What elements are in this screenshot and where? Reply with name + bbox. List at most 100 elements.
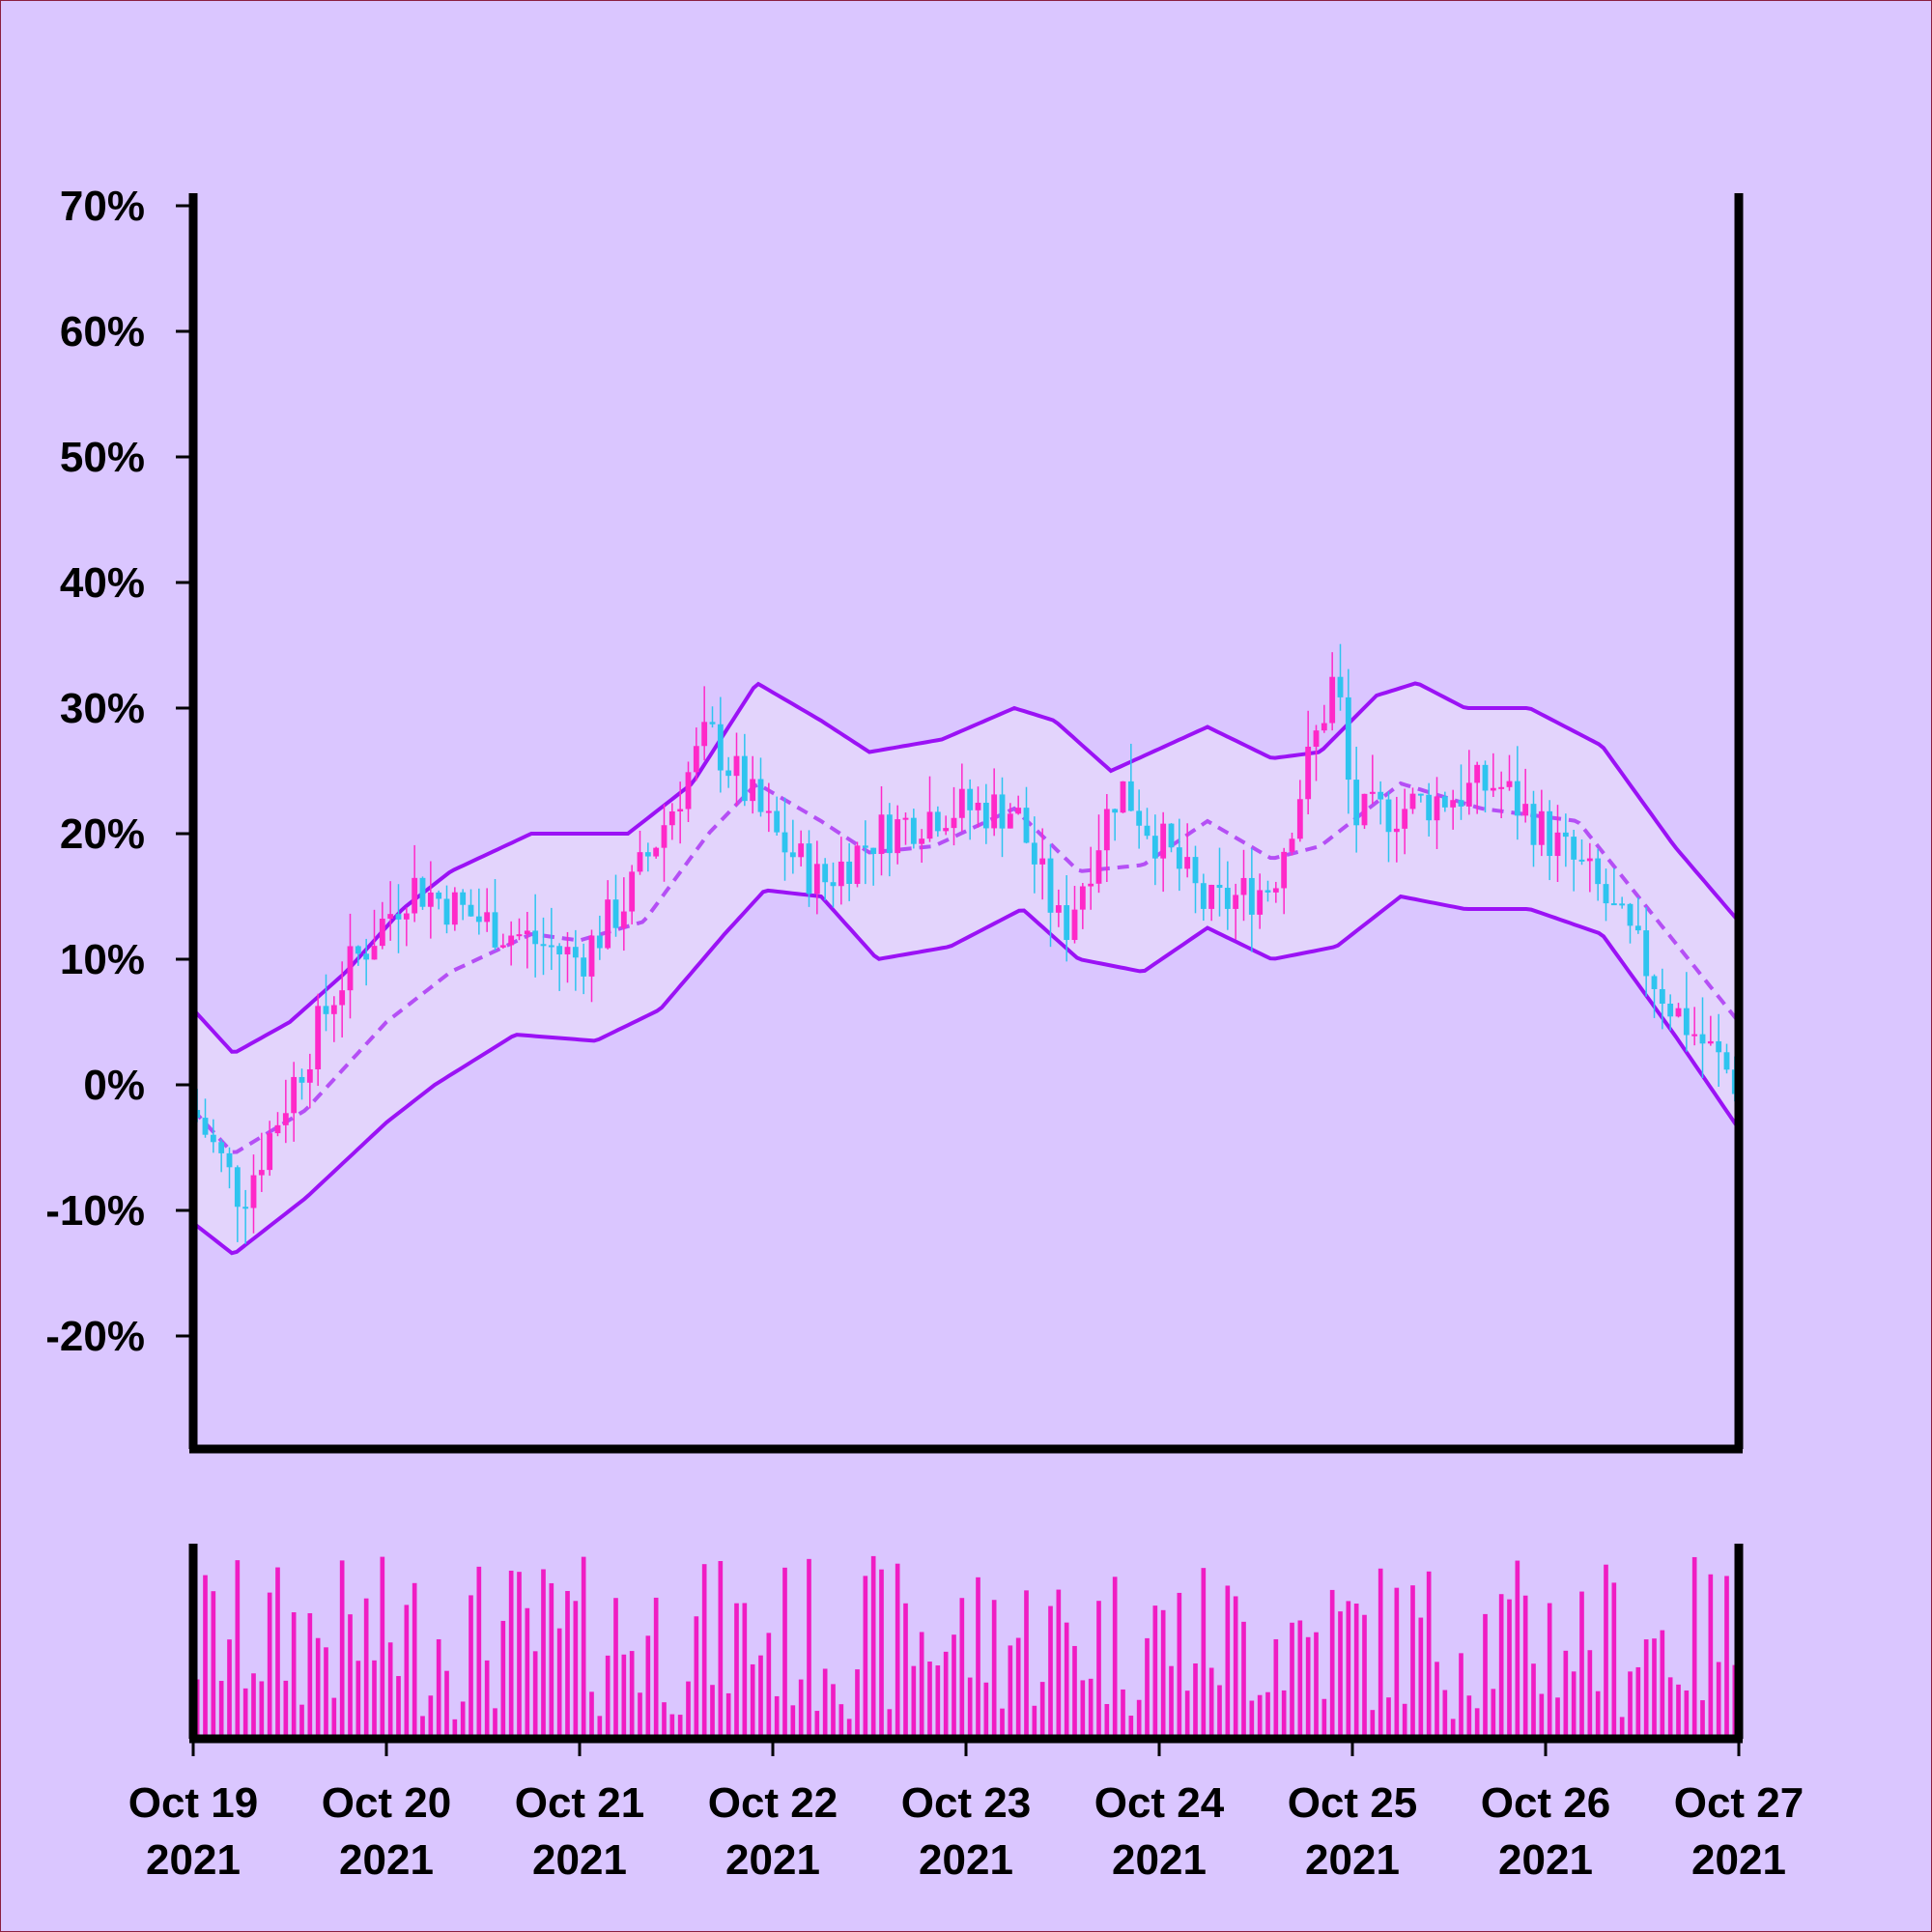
volume-bar xyxy=(1531,1663,1536,1739)
volume-bar xyxy=(895,1563,900,1739)
volume-bar xyxy=(452,1719,458,1739)
y-tick-label: -20% xyxy=(45,1313,145,1360)
candle-body xyxy=(693,746,699,773)
candle-body xyxy=(1233,895,1239,909)
volume-bar xyxy=(355,1661,361,1739)
x-tick-label: Oct 23 xyxy=(901,1779,1032,1827)
candle-body xyxy=(1064,905,1070,941)
volume-bar xyxy=(1700,1700,1705,1739)
volume-bar xyxy=(597,1716,603,1739)
candle-body xyxy=(1007,813,1013,829)
candle-body xyxy=(1127,781,1134,811)
candle-body xyxy=(339,990,346,1006)
volume-bar xyxy=(1241,1621,1246,1739)
axes xyxy=(176,193,1744,1756)
candle-body xyxy=(838,861,844,887)
volume-bar xyxy=(1265,1691,1270,1739)
volume-bar xyxy=(1611,1582,1617,1739)
volume-bar xyxy=(887,1709,893,1739)
volume-bar xyxy=(855,1669,860,1739)
volume-bar xyxy=(299,1704,304,1739)
volume-bar xyxy=(734,1603,739,1739)
candle-body xyxy=(484,912,491,923)
volume-bar xyxy=(387,1642,393,1739)
candle-body xyxy=(1200,883,1207,909)
volume-bar xyxy=(1136,1699,1142,1739)
volume-bar xyxy=(565,1590,570,1739)
candle-body xyxy=(1257,890,1264,915)
volume-bar xyxy=(1474,1708,1480,1739)
candle-body xyxy=(999,794,1006,829)
volume-bar xyxy=(1459,1653,1463,1739)
volume-bar xyxy=(339,1560,345,1739)
candle-body xyxy=(242,1207,249,1209)
volume-bar xyxy=(1483,1613,1488,1739)
volume-bar xyxy=(549,1582,554,1739)
candle-body xyxy=(661,825,668,848)
volume-bar xyxy=(211,1591,216,1739)
candle-body xyxy=(1369,791,1376,794)
candle-body xyxy=(1667,1003,1674,1017)
volume-bar xyxy=(774,1695,780,1739)
candle-body xyxy=(789,852,796,858)
volume-bar xyxy=(1193,1663,1198,1739)
candle-body xyxy=(862,845,868,848)
candle-body xyxy=(581,957,587,977)
candle-body xyxy=(1538,810,1545,845)
candle-body xyxy=(210,1134,216,1143)
volume-bar xyxy=(324,1647,328,1739)
candle-body xyxy=(951,817,957,829)
candle-body xyxy=(741,755,748,802)
candle-body xyxy=(1176,847,1182,869)
candle-body xyxy=(813,864,820,895)
candle-body xyxy=(798,843,805,858)
candle-body xyxy=(854,845,861,884)
candle-body xyxy=(1506,781,1513,787)
candle-body xyxy=(1691,1034,1698,1037)
volume-bar xyxy=(396,1676,401,1739)
volume-bar xyxy=(500,1620,506,1739)
candle-body xyxy=(371,946,378,960)
candle-body xyxy=(967,788,974,810)
candle-body xyxy=(1675,1008,1682,1017)
volume-bar xyxy=(1064,1622,1069,1739)
candle-body xyxy=(1490,787,1496,791)
candle-body xyxy=(1434,796,1440,821)
candle-body xyxy=(1095,850,1102,884)
y-tick-label: 20% xyxy=(60,810,145,858)
candle-body xyxy=(387,914,394,919)
volume-bar xyxy=(259,1681,265,1739)
volume-bar xyxy=(742,1603,748,1739)
volume-bar xyxy=(1297,1620,1303,1739)
candle-body xyxy=(668,810,675,826)
volume-bar xyxy=(1571,1671,1577,1739)
candle-body xyxy=(1465,782,1472,807)
volume-bar xyxy=(1273,1638,1279,1739)
volume-bar xyxy=(1257,1694,1263,1739)
x-tick-label: Oct 24 xyxy=(1094,1779,1225,1827)
volume-bar xyxy=(541,1569,546,1739)
candle-body xyxy=(556,946,563,954)
candle-body xyxy=(258,1170,265,1176)
candle-body xyxy=(323,1006,329,1014)
volume-bar xyxy=(1418,1617,1424,1739)
volume-bar xyxy=(1547,1603,1552,1739)
candle-body xyxy=(1547,810,1553,857)
volume-bar xyxy=(846,1719,852,1739)
candle-body xyxy=(685,772,692,810)
x-tick-label-year: 2021 xyxy=(919,1836,1013,1884)
volume-bar xyxy=(1208,1667,1214,1739)
volume-bar xyxy=(952,1634,956,1739)
volume-bar xyxy=(782,1567,787,1739)
volume-bar xyxy=(1442,1690,1448,1739)
volume-bar xyxy=(605,1655,611,1739)
volume-bar xyxy=(613,1598,618,1739)
candle-body xyxy=(1586,858,1593,862)
candle-body xyxy=(1015,808,1022,814)
candle-body xyxy=(234,1167,241,1208)
volume-bar xyxy=(1112,1577,1118,1739)
x-tick-label-year: 2021 xyxy=(1691,1836,1786,1884)
volume-bar xyxy=(1096,1601,1101,1739)
volume-bar xyxy=(404,1605,410,1739)
